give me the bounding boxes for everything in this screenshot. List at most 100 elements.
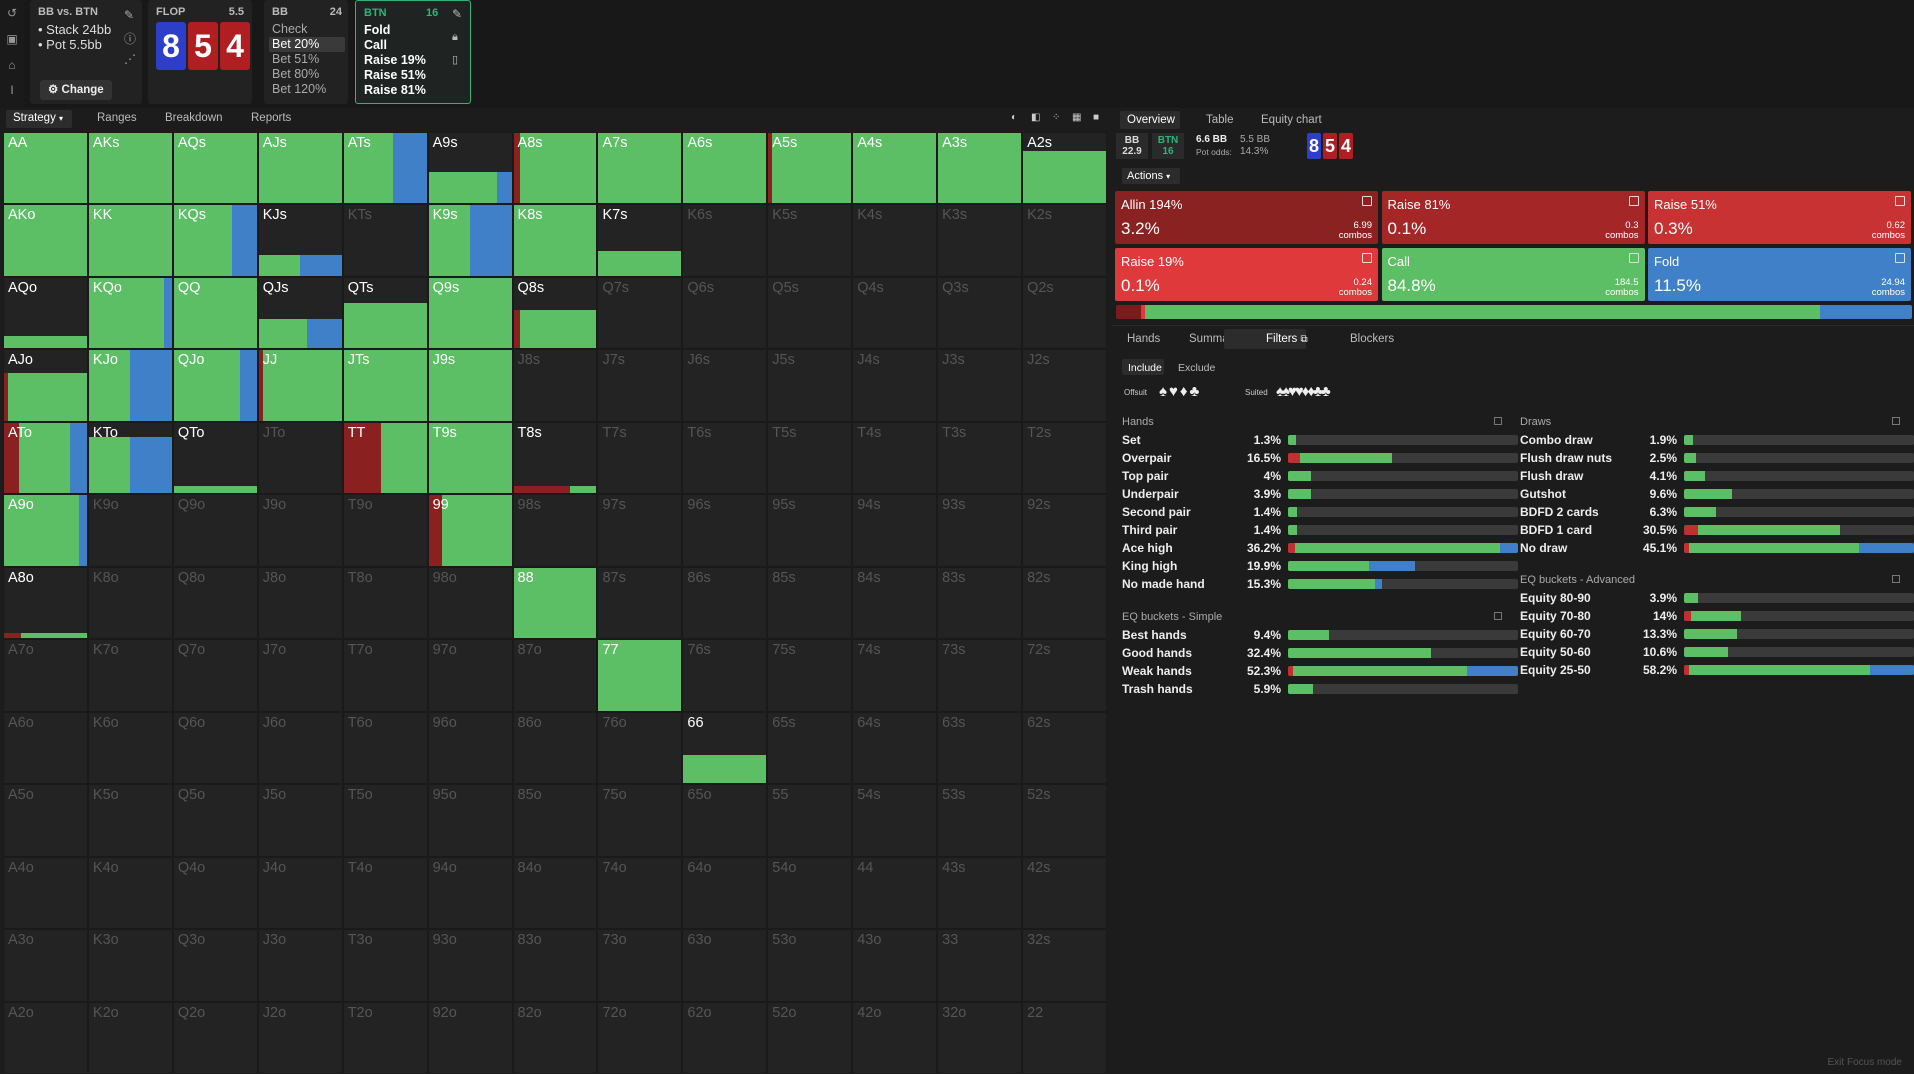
tab-overview[interactable]: Overview [1127, 114, 1175, 126]
hand-cell[interactable]: T4s [852, 421, 938, 495]
hand-cell[interactable]: 94o [427, 856, 513, 930]
hand-cell[interactable]: A8o [3, 566, 88, 640]
hand-cell[interactable]: 53s [937, 784, 1023, 857]
hand-cell[interactable]: 84o [512, 856, 598, 930]
filter-row[interactable]: Equity 80-90 3.9% [1520, 589, 1914, 607]
hand-cell[interactable]: 72o [597, 1001, 683, 1074]
hand-cell[interactable]: 72s [1022, 639, 1107, 712]
hand-cell[interactable]: K7o [87, 639, 173, 712]
book-icon[interactable]: ▯ [452, 54, 459, 66]
hand-cell[interactable]: 22 [1022, 1001, 1107, 1074]
hand-cell[interactable]: 82s [1022, 566, 1107, 640]
exclude-toggle[interactable]: Exclude [1178, 362, 1216, 374]
hand-cell[interactable]: 33 [937, 929, 1023, 1002]
hand-cell[interactable]: 86o [512, 711, 598, 785]
hand-cell[interactable]: Q4s [852, 276, 938, 350]
hand-cell[interactable]: 85s [767, 566, 853, 640]
hand-cell[interactable]: K6s [682, 204, 768, 277]
hand-cell[interactable]: 94s [852, 494, 938, 567]
view-icon-1[interactable]: ◐ [1011, 112, 1018, 123]
hand-cell[interactable]: 43s [937, 856, 1023, 930]
hand-cell[interactable]: Q9o [172, 494, 258, 567]
hand-cell[interactable]: K3o [87, 929, 173, 1002]
hand-cell[interactable]: KTo [87, 421, 173, 495]
hand-cell[interactable]: T7s [597, 421, 683, 495]
eq-simple-icon[interactable] [1494, 612, 1502, 620]
lock-icon[interactable]: 🔒︎ [452, 31, 458, 43]
btn-option-raise-19[interactable]: Raise 19% [364, 53, 426, 67]
hand-cell[interactable]: A5s [767, 132, 853, 205]
include-toggle[interactable]: Include [1128, 362, 1162, 374]
hand-cell[interactable]: T8s [512, 421, 598, 495]
hand-cell[interactable]: A3s [937, 132, 1023, 205]
hand-cell[interactable]: J4o [257, 856, 343, 930]
hand-cell[interactable]: Q9s [427, 276, 513, 350]
hand-cell[interactable]: 55 [767, 784, 853, 857]
hand-cell[interactable]: KTs [342, 204, 428, 277]
filter-row[interactable]: BDFD 2 cards 6.3% [1520, 503, 1914, 521]
filter-row[interactable]: Weak hands 52.3% [1122, 662, 1518, 680]
draws-section-icon[interactable] [1892, 417, 1900, 425]
grid-view-icon[interactable]: ▦ [1072, 112, 1082, 123]
hand-cell[interactable]: Q7o [172, 639, 258, 712]
hand-cell[interactable]: 99 [427, 494, 513, 567]
hand-cell[interactable]: T3o [342, 929, 428, 1002]
hand-cell[interactable]: 88 [512, 566, 598, 640]
hand-cell[interactable]: A4s [852, 132, 938, 205]
hand-cell[interactable]: J6s [682, 349, 768, 422]
hand-cell[interactable]: T9s [427, 421, 513, 495]
hand-cell[interactable]: 86s [682, 566, 768, 640]
hand-cell[interactable]: 63o [682, 929, 768, 1002]
hand-cell[interactable]: K8o [87, 566, 173, 640]
hand-cell[interactable]: 62s [1022, 711, 1107, 785]
hand-cell[interactable]: T3s [937, 421, 1023, 495]
tab-strategy[interactable]: Strategy ▾ [13, 112, 63, 124]
hand-cell[interactable]: K9s [427, 204, 513, 277]
hand-cell[interactable]: J9o [257, 494, 343, 567]
hand-cell[interactable]: T4o [342, 856, 428, 930]
hand-cell[interactable]: QTs [342, 276, 428, 350]
hand-cell[interactable]: T6o [342, 711, 428, 785]
history-icon[interactable]: ↺ [6, 6, 18, 20]
tab-equity-chart[interactable]: Equity chart [1261, 114, 1322, 126]
pencil-icon[interactable]: ✎ [452, 7, 463, 21]
hand-cell[interactable]: A9o [3, 494, 88, 567]
tab-table[interactable]: Table [1206, 114, 1234, 126]
hand-cell[interactable]: K3s [937, 204, 1023, 277]
hand-cell[interactable]: 54o [767, 856, 853, 930]
hand-cell[interactable]: KJs [257, 204, 343, 277]
hand-cell[interactable]: J8s [512, 349, 598, 422]
hand-cell[interactable]: A4o [3, 856, 88, 930]
hand-cell[interactable]: 97o [427, 639, 513, 712]
hand-cell[interactable]: 92o [427, 1001, 513, 1074]
filter-row[interactable]: Flush draw 4.1% [1520, 467, 1914, 485]
expand-icon[interactable] [1628, 253, 1639, 263]
filter-row[interactable]: King high 19.9% [1122, 557, 1518, 575]
hand-cell[interactable]: A6o [3, 711, 88, 785]
filter-row[interactable]: Set 1.3% [1122, 431, 1518, 449]
btn-option-raise-51[interactable]: Raise 51% [364, 68, 426, 82]
hand-cell[interactable]: J9s [427, 349, 513, 422]
hand-cell[interactable]: AKo [3, 204, 88, 277]
hand-cell[interactable]: 73o [597, 929, 683, 1002]
hand-cell[interactable]: 77 [597, 639, 683, 712]
filter-row[interactable]: Gutshot 9.6% [1520, 485, 1914, 503]
hand-cell[interactable]: 53o [767, 929, 853, 1002]
filter-row[interactable]: Flush draw nuts 2.5% [1520, 449, 1914, 467]
view-icon-2[interactable]: ◧ [1031, 112, 1041, 123]
hand-cell[interactable]: 83o [512, 929, 598, 1002]
hand-cell[interactable]: QTo [172, 421, 258, 495]
exit-focus-mode[interactable]: Exit Focus mode [1827, 1057, 1902, 1068]
hand-cell[interactable]: A7s [597, 132, 683, 205]
tab-ranges[interactable]: Ranges [97, 112, 137, 124]
hand-cell[interactable]: JTo [257, 421, 343, 495]
hand-cell[interactable]: 82o [512, 1001, 598, 1074]
hand-cell[interactable]: 52o [767, 1001, 853, 1074]
hand-cell[interactable]: K4o [87, 856, 173, 930]
bb-option-bet-20[interactable]: Bet 20% [269, 37, 345, 52]
hand-cell[interactable]: 93o [427, 929, 513, 1002]
filter-row[interactable]: Equity 25-50 58.2% [1520, 661, 1914, 679]
flop-panel[interactable]: FLOP 5.5 8 5 4 [148, 0, 252, 104]
subtab-filters[interactable]: Filters ⧉ [1266, 333, 1308, 345]
hand-cell[interactable]: Q6o [172, 711, 258, 785]
